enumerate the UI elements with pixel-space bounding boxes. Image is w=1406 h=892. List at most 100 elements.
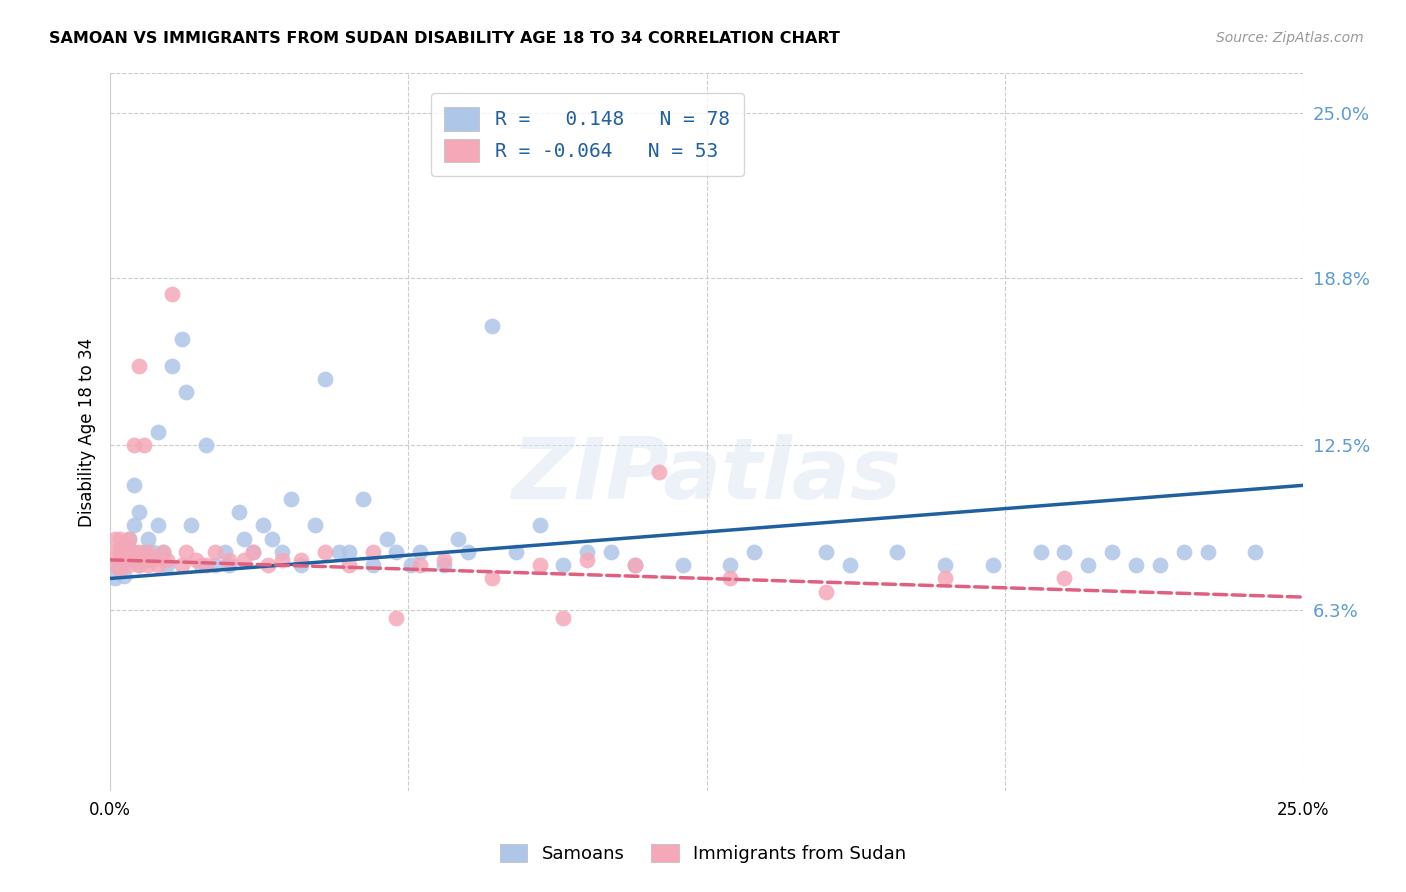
Point <box>433 558 456 573</box>
Point <box>176 545 198 559</box>
Point <box>352 491 374 506</box>
Point <box>122 553 145 567</box>
Point <box>122 478 145 492</box>
Point <box>981 558 1004 573</box>
Point <box>280 491 302 506</box>
Legend: Samoans, Immigrants from Sudan: Samoans, Immigrants from Sudan <box>491 835 915 872</box>
Point <box>529 518 551 533</box>
Legend: R =   0.148   N = 78, R = -0.064   N = 53: R = 0.148 N = 78, R = -0.064 N = 53 <box>430 94 744 176</box>
Text: SAMOAN VS IMMIGRANTS FROM SUDAN DISABILITY AGE 18 TO 34 CORRELATION CHART: SAMOAN VS IMMIGRANTS FROM SUDAN DISABILI… <box>49 31 841 46</box>
Point <box>814 584 837 599</box>
Point <box>136 558 159 573</box>
Point <box>1029 545 1052 559</box>
Point <box>118 545 141 559</box>
Point <box>146 518 169 533</box>
Point <box>146 425 169 439</box>
Point <box>337 558 360 573</box>
Point <box>256 558 278 573</box>
Point <box>122 545 145 559</box>
Point <box>433 553 456 567</box>
Point <box>505 545 527 559</box>
Point <box>128 545 150 559</box>
Point <box>886 545 908 559</box>
Point <box>1173 545 1195 559</box>
Point <box>142 545 165 559</box>
Point <box>1101 545 1123 559</box>
Point <box>1244 545 1267 559</box>
Point <box>337 545 360 559</box>
Point <box>481 318 503 333</box>
Point <box>1053 545 1076 559</box>
Point <box>114 569 136 583</box>
Point <box>1149 558 1171 573</box>
Point <box>104 572 127 586</box>
Point <box>375 532 398 546</box>
Point <box>242 545 264 559</box>
Point <box>170 332 193 346</box>
Point <box>180 518 202 533</box>
Point <box>600 545 623 559</box>
Point <box>136 545 159 559</box>
Point <box>146 558 169 573</box>
Point <box>314 372 336 386</box>
Point <box>1053 572 1076 586</box>
Point <box>108 545 131 559</box>
Point <box>385 545 408 559</box>
Point <box>128 505 150 519</box>
Point <box>136 532 159 546</box>
Point <box>118 532 141 546</box>
Point <box>1077 558 1099 573</box>
Point <box>128 359 150 373</box>
Point <box>114 537 136 551</box>
Point <box>409 545 432 559</box>
Point <box>447 532 470 546</box>
Point <box>104 558 127 573</box>
Point <box>114 553 136 567</box>
Point <box>136 553 159 567</box>
Point <box>218 558 240 573</box>
Text: Source: ZipAtlas.com: Source: ZipAtlas.com <box>1216 31 1364 45</box>
Point <box>409 558 432 573</box>
Point <box>104 558 127 573</box>
Point <box>934 572 956 586</box>
Point <box>290 553 312 567</box>
Point <box>128 558 150 573</box>
Point <box>142 553 165 567</box>
Point <box>122 518 145 533</box>
Point <box>160 359 183 373</box>
Y-axis label: Disability Age 18 to 34: Disability Age 18 to 34 <box>79 337 96 526</box>
Point <box>1125 558 1147 573</box>
Point <box>118 532 141 546</box>
Point <box>232 532 254 546</box>
Point <box>624 558 647 573</box>
Point <box>114 537 136 551</box>
Point <box>104 532 127 546</box>
Point <box>190 558 212 573</box>
Point <box>156 558 179 573</box>
Point <box>718 558 741 573</box>
Point <box>122 438 145 452</box>
Point <box>228 505 250 519</box>
Point <box>290 558 312 573</box>
Point <box>553 558 575 573</box>
Point <box>252 518 274 533</box>
Point <box>204 558 226 573</box>
Point <box>122 545 145 559</box>
Point <box>328 545 350 559</box>
Point <box>481 572 503 586</box>
Point <box>361 545 384 559</box>
Point <box>156 553 179 567</box>
Point <box>529 558 551 573</box>
Point <box>132 438 155 452</box>
Point <box>576 553 599 567</box>
Point <box>114 558 136 573</box>
Point <box>104 545 127 559</box>
Point <box>672 558 695 573</box>
Point <box>742 545 765 559</box>
Point <box>934 558 956 573</box>
Point <box>184 553 207 567</box>
Point <box>108 564 131 578</box>
Point <box>304 518 326 533</box>
Point <box>118 558 141 573</box>
Point <box>218 553 240 567</box>
